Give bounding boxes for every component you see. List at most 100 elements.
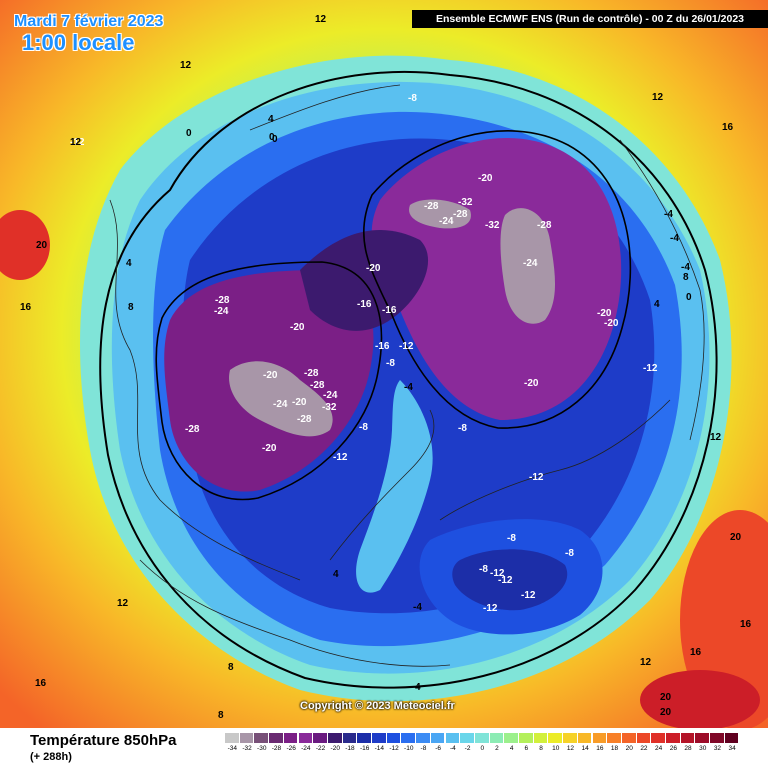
color-scale-tick: -2	[464, 745, 471, 752]
isotherm-label: 0	[272, 134, 278, 145]
isotherm-label: -28	[304, 368, 319, 379]
isotherm-label: 16	[740, 619, 752, 630]
color-scale-swatch	[533, 733, 549, 743]
color-scale-swatch	[416, 733, 431, 743]
isotherm-label: -16	[357, 299, 372, 310]
color-scale-tick: -8	[420, 745, 427, 752]
color-scale-swatch	[548, 733, 564, 743]
isotherm-label: 12	[117, 598, 129, 609]
color-scale-tick: -16	[359, 745, 370, 752]
isotherm-label: -8	[479, 564, 488, 575]
isotherm-label: 16	[35, 678, 47, 689]
color-scale-swatch	[298, 733, 314, 743]
isotherm-label: 12	[710, 432, 722, 443]
isotherm-label: -20	[263, 370, 278, 381]
isotherm-label: 0	[269, 132, 275, 143]
isotherm-label: 20	[36, 240, 48, 251]
variable-title: Température 850hPa	[30, 732, 177, 749]
isotherm-label: 8	[218, 710, 224, 721]
color-scale-swatch	[430, 733, 446, 743]
isotherm-label: -8	[565, 548, 574, 559]
isotherm-label: -12	[490, 568, 505, 579]
isotherm-label: 12	[315, 14, 327, 25]
isotherm-zero-line	[99, 70, 718, 689]
color-scale-swatch	[327, 733, 343, 743]
color-scale-swatch	[504, 733, 519, 743]
isotherm-label: -12	[498, 575, 513, 586]
color-scale-swatch	[519, 733, 534, 743]
isotherm-label: 12	[180, 60, 192, 71]
forecast-date: Mardi 7 février 2023	[14, 13, 164, 30]
isotherm-label: -4	[404, 382, 413, 393]
color-scale-tick: -32	[242, 745, 252, 752]
color-scale-tick: 20	[625, 745, 633, 752]
isotherm-label: 8	[128, 302, 134, 313]
color-scale-swatch	[474, 733, 490, 743]
color-scale-swatch	[254, 733, 270, 743]
warm-patch-west	[0, 210, 50, 280]
color-scale-swatch	[445, 733, 461, 743]
color-scale-tick: -28	[271, 745, 282, 752]
color-scale-swatch	[621, 733, 637, 743]
isotherm-label: -24	[214, 306, 229, 317]
color-scale-tick: -22	[315, 745, 326, 752]
isotherm-label: -32	[322, 402, 337, 413]
color-scale-tick: -34	[227, 745, 238, 752]
canada-cold-core	[229, 361, 333, 437]
isotherm-label: -32	[458, 197, 473, 208]
siberia-cold-core	[500, 208, 555, 324]
color-scale-swatch	[710, 733, 725, 743]
europe-cold-pool-core	[452, 549, 568, 611]
run-info-banner: Ensemble ECMWF ENS (Run de contrôle) - 0…	[412, 10, 768, 28]
isotherm-label: -20	[478, 173, 493, 184]
isotherm-label: -20	[292, 397, 307, 408]
isotherm-label: 20	[660, 707, 672, 718]
isotherm-label: 4	[654, 299, 660, 310]
color-scale-tick: 16	[596, 745, 604, 752]
isotherm-label: -24	[523, 258, 538, 269]
color-scale-swatch	[283, 733, 299, 743]
taymyr-cold-core	[409, 199, 471, 229]
color-scale-tick: 12	[566, 745, 575, 752]
isotherm-label: -12	[399, 341, 414, 352]
color-scale-tick: -12	[389, 745, 399, 752]
color-scale-tick: 4	[509, 745, 514, 752]
isotherm-label: -8	[386, 358, 395, 369]
color-scale-tick: 8	[539, 745, 543, 752]
color-scale-tick: 10	[552, 745, 560, 752]
isotherm-minus20-line-west	[155, 261, 383, 501]
isotherm-label: 8	[228, 662, 234, 673]
color-scale-tick: -14	[374, 745, 385, 752]
isotherm-label: 12	[70, 137, 82, 148]
color-scale-swatch	[577, 733, 593, 743]
isotherm-label: -20	[604, 318, 619, 329]
isotherm-label: -8	[507, 533, 516, 544]
vortex-bridge	[300, 230, 429, 331]
isotherm-label: -24	[439, 216, 454, 227]
isotherm-label: -16	[382, 305, 397, 316]
color-scale-swatch	[636, 733, 652, 743]
color-scale-swatch	[695, 733, 711, 743]
color-scale-tick: -18	[345, 745, 355, 752]
isotherm-label: -4	[681, 262, 690, 273]
isotherm-label: -28	[453, 209, 468, 220]
color-scale-swatch	[372, 733, 387, 743]
isotherm-label: -8	[408, 93, 417, 104]
isotherm-label: -28	[185, 424, 200, 435]
color-scale-tick: 28	[684, 745, 692, 752]
copyright-notice: Copyright © 2023 Meteociel.fr	[300, 700, 455, 712]
coastlines	[109, 84, 705, 667]
isotherm-label: -8	[458, 423, 467, 434]
color-scale-tick: -20	[330, 745, 340, 752]
color-scale-tick: 0	[480, 745, 485, 752]
color-scale-tick: -24	[301, 745, 311, 752]
color-scale-swatch	[666, 733, 681, 743]
legend-bar: Température 850hPa (+ 288h) -34 -32 -30 -28…	[0, 728, 768, 768]
color-scale-tick: 26	[669, 745, 677, 752]
isotherm-label: -12	[529, 472, 544, 483]
isotherm-label: 12	[640, 657, 652, 668]
isotherm-label: 4	[333, 569, 339, 580]
color-scale-swatch	[607, 733, 622, 743]
isotherm-label: -20	[290, 322, 305, 333]
